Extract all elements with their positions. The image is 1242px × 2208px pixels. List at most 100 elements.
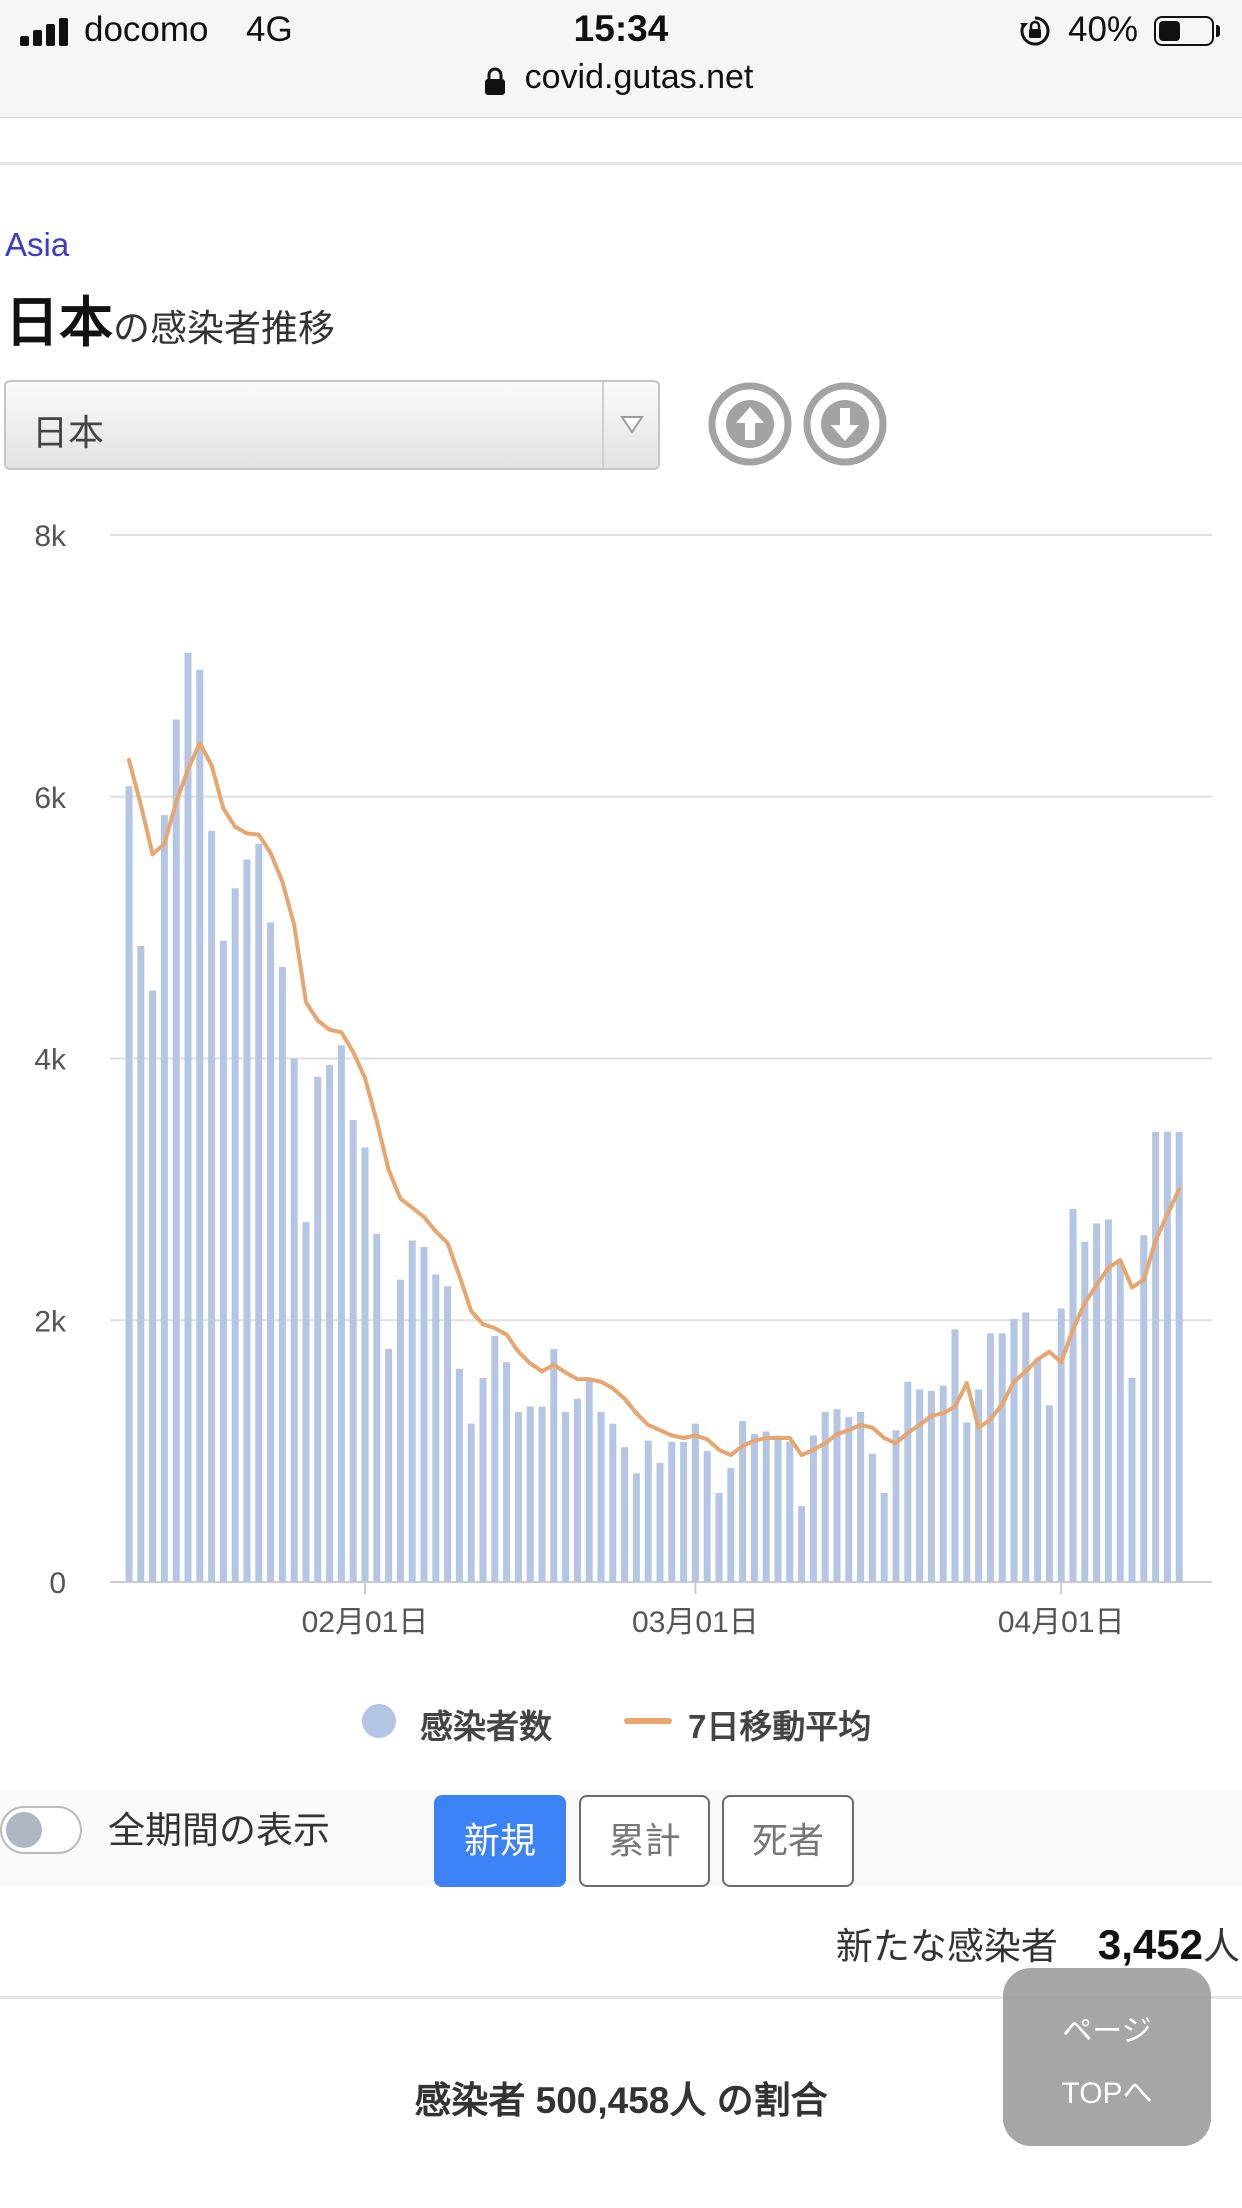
page-top-label-line2: TOPへ [1061,2077,1153,2110]
status-time: 15:34 [573,8,669,49]
new-cases-label: 新たな感染者 [835,1926,1058,1967]
bar [573,1398,581,1582]
bar [184,652,192,1582]
bar [927,1390,935,1582]
bar [1081,1241,1089,1582]
legend-swatch-cases[interactable] [362,1704,396,1738]
bar [408,1240,416,1582]
bar [857,1411,865,1582]
legend-swatch-average[interactable] [624,1718,672,1724]
chevron-down-icon [620,416,644,434]
y-tick-label: 0 [49,1567,66,1600]
bar [715,1493,723,1582]
bar [1034,1358,1042,1582]
bar [455,1368,463,1582]
bar [939,1385,947,1582]
new-cases-summary: 新たな感染者 3,452人 [836,1916,1240,1970]
bar [656,1462,664,1582]
arrow-down-circle-icon[interactable] [803,382,887,466]
moving-average-line [127,741,1182,1458]
bar [219,940,227,1582]
country-name: 日本 [5,293,113,353]
battery-percentage: 40% [1068,10,1139,49]
x-tick-label: 04月01日 [998,1606,1125,1639]
bar [349,1120,357,1582]
bar [750,1434,758,1582]
divider [0,162,1242,165]
bar [172,719,180,1582]
bar [703,1451,711,1582]
country-select[interactable]: 日本 [4,380,660,470]
region-link[interactable]: Asia [5,226,70,263]
y-tick-label: 8k [34,520,67,553]
legend-label-cases[interactable]: 感染者数 [420,1708,552,1745]
bar [880,1493,888,1582]
select-separator [602,382,604,468]
bar [243,859,251,1582]
bar [160,815,168,1582]
bar [798,1506,806,1582]
bar [916,1389,924,1582]
legend-label-average[interactable]: 7日移動平均 [688,1708,872,1745]
bar [1140,1235,1148,1582]
y-tick-label: 2k [34,1305,67,1338]
bar [385,1349,393,1582]
bar [479,1377,487,1582]
mode-deaths-button[interactable]: 死者 [722,1795,854,1887]
bar [125,786,133,1582]
bar [691,1423,699,1582]
bar [538,1406,546,1582]
battery-tip [1216,25,1220,37]
bar [1093,1223,1101,1582]
bar [137,945,145,1582]
bar [597,1411,605,1582]
bar [739,1421,747,1582]
bar [503,1362,511,1582]
bar [231,888,239,1582]
page-top-label-line1: ページ [1062,2015,1152,2048]
chart-legend: 感染者数 7日移動平均 [0,1696,1242,1746]
bar [491,1335,499,1582]
carrier-name: docomo [84,10,209,49]
bar [904,1381,912,1582]
heading-suffix: の感染者推移 [113,308,335,349]
bar [998,1333,1006,1582]
x-tick-label: 03月01日 [632,1606,759,1639]
bar [562,1411,570,1582]
bar [1116,1261,1124,1582]
bar [975,1389,983,1582]
bar [361,1147,369,1582]
signal-strength-icon [20,18,76,46]
bar [1022,1312,1030,1582]
bar [278,966,286,1582]
arrow-up-circle-icon[interactable] [708,382,792,466]
address-bar-url[interactable]: covid.gutas.net [524,58,754,96]
mode-total-button[interactable]: 累計 [579,1795,710,1887]
bar [833,1409,841,1582]
chart-svg: 0 2k 4k 6k 8k 02月01日 03月01日 04月01日 [34,520,1212,1639]
divider [0,1996,1242,1999]
mode-new-button[interactable]: 新規 [434,1795,566,1887]
x-tick-label: 02月01日 [302,1606,429,1639]
new-cases-unit: 人 [1203,1926,1240,1967]
bar [668,1441,676,1582]
bar [208,830,216,1582]
bar [1010,1318,1018,1582]
bar [951,1329,959,1582]
page-top-button[interactable]: ページ TOPへ [1003,1968,1211,2146]
bar [314,1076,322,1582]
bar [1045,1405,1053,1582]
bar [267,922,275,1582]
bar [821,1411,829,1582]
bar [444,1286,452,1582]
bar [526,1406,534,1582]
bar [609,1423,617,1582]
bar [1104,1219,1112,1582]
bar [550,1349,558,1582]
bar [373,1233,381,1582]
all-period-toggle[interactable] [0,1806,82,1854]
bar [963,1422,971,1582]
network-type: 4G [246,10,293,49]
bar [326,1065,334,1582]
bar [467,1423,475,1582]
